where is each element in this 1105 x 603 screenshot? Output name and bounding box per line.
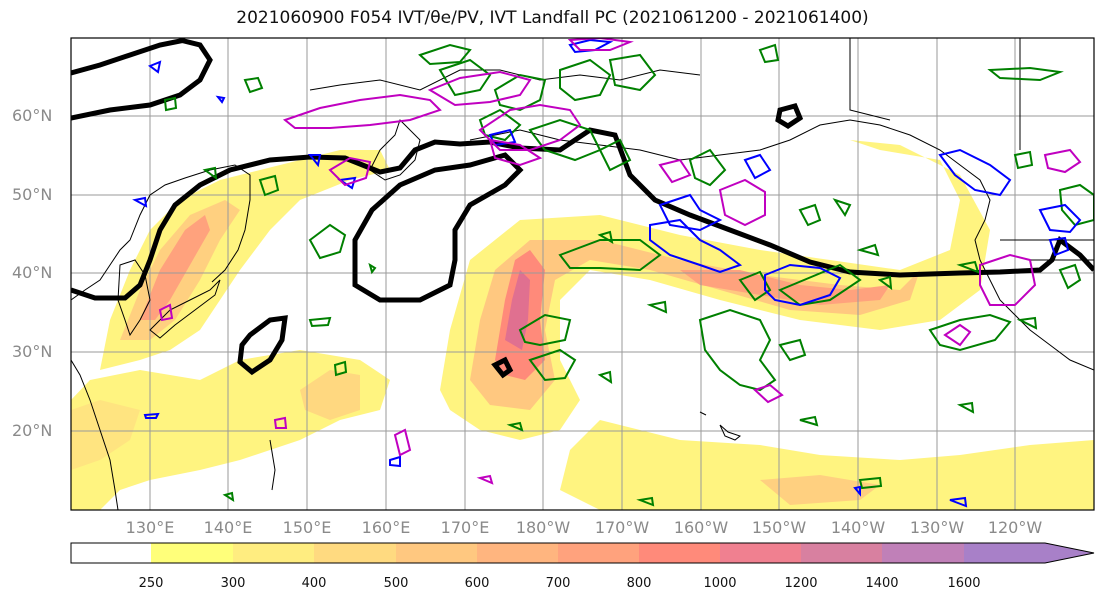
lon-label: 130°W (909, 518, 965, 537)
lat-label: 40°N (12, 263, 53, 282)
ivt-contour-fill (300, 370, 360, 420)
colorbar-tick-label: 1200 (784, 576, 818, 591)
lon-label: 140°W (830, 518, 886, 537)
ivt-shading (71, 140, 1094, 510)
lon-label: 180°W (515, 518, 571, 537)
ivt-contour-fill (140, 215, 210, 320)
colorbar (70, 542, 1095, 564)
colorbar-swatch (882, 543, 964, 563)
lon-label: 150°W (751, 518, 807, 537)
ivt-contour-fill (440, 140, 990, 440)
lon-label: 120°W (987, 518, 1043, 537)
map-frame (70, 37, 1095, 511)
colorbar-tick-label: 300 (220, 576, 246, 591)
green-contours (163, 43, 1094, 507)
coastlines (71, 38, 1094, 510)
colorbar-tick-label: 250 (138, 576, 164, 591)
colorbar-swatch (639, 543, 720, 563)
ivt-contour-fill (470, 240, 920, 410)
lat-label: 50°N (12, 185, 53, 204)
colorbar-tick-label: 1600 (947, 576, 981, 591)
colorbar-swatch (477, 543, 558, 563)
colorbar-swatch (314, 543, 396, 563)
colorbar-tick-label: 600 (464, 576, 490, 591)
lat-label: 20°N (12, 421, 53, 440)
colorbar-tick-label: 500 (383, 576, 409, 591)
colorbar-extend-arrow (964, 543, 1094, 563)
colorbar-tick-label: 800 (626, 576, 652, 591)
ivt-contour-fill (71, 400, 140, 470)
map-title: 2021060900 F054 IVT/θe/PV, IVT Landfall … (236, 8, 869, 28)
lon-label: 160°E (361, 518, 411, 537)
ivt-contour-fill (505, 270, 530, 350)
lon-label: 170°E (440, 518, 490, 537)
magenta-contours (158, 38, 1082, 485)
lon-label: 170°W (594, 518, 650, 537)
colorbar-swatch (720, 543, 801, 563)
lon-label: 130°E (125, 518, 175, 537)
colorbar-swatch (151, 543, 233, 563)
lon-label: 160°W (673, 518, 729, 537)
lat-label: 60°N (12, 106, 53, 125)
lat-label: 30°N (12, 342, 53, 361)
lon-label: 140°E (203, 518, 253, 537)
colorbar-swatch (801, 543, 882, 563)
colorbar-swatch (233, 543, 314, 563)
colorbar-tick-label: 700 (545, 576, 571, 591)
colorbar-tick-label: 1400 (865, 576, 899, 591)
colorbar-tick-label: 1000 (703, 576, 737, 591)
blue-contours (132, 38, 1082, 508)
thick-contours (71, 38, 1094, 379)
ivt-contour-fill (760, 475, 880, 505)
colorbar-swatch (558, 543, 639, 563)
colorbar-swatch (396, 543, 477, 563)
ivt-contour-fill (560, 420, 1094, 510)
colorbar-tick-label: 400 (301, 576, 327, 591)
lon-label: 150°E (282, 518, 332, 537)
